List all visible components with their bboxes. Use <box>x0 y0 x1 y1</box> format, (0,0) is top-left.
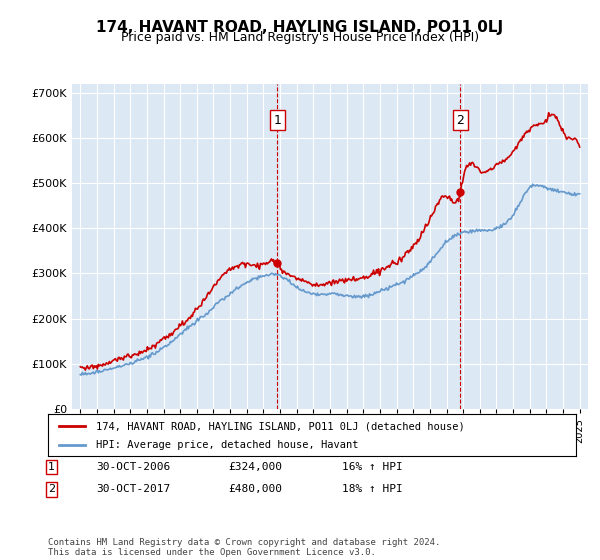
Text: 174, HAVANT ROAD, HAYLING ISLAND, PO11 0LJ: 174, HAVANT ROAD, HAYLING ISLAND, PO11 0… <box>97 20 503 35</box>
Text: 1: 1 <box>273 114 281 127</box>
Text: 174, HAVANT ROAD, HAYLING ISLAND, PO11 0LJ (detached house): 174, HAVANT ROAD, HAYLING ISLAND, PO11 0… <box>95 421 464 431</box>
Text: 16% ↑ HPI: 16% ↑ HPI <box>342 462 403 472</box>
Text: 2: 2 <box>457 114 464 127</box>
Text: Price paid vs. HM Land Registry's House Price Index (HPI): Price paid vs. HM Land Registry's House … <box>121 31 479 44</box>
Text: Contains HM Land Registry data © Crown copyright and database right 2024.
This d: Contains HM Land Registry data © Crown c… <box>48 538 440 557</box>
Text: 1: 1 <box>48 462 55 472</box>
Text: 18% ↑ HPI: 18% ↑ HPI <box>342 484 403 494</box>
Text: HPI: Average price, detached house, Havant: HPI: Average price, detached house, Hava… <box>95 440 358 450</box>
Text: 30-OCT-2006: 30-OCT-2006 <box>96 462 170 472</box>
Text: 30-OCT-2017: 30-OCT-2017 <box>96 484 170 494</box>
Text: £324,000: £324,000 <box>228 462 282 472</box>
Text: 2: 2 <box>48 484 55 494</box>
Text: £480,000: £480,000 <box>228 484 282 494</box>
